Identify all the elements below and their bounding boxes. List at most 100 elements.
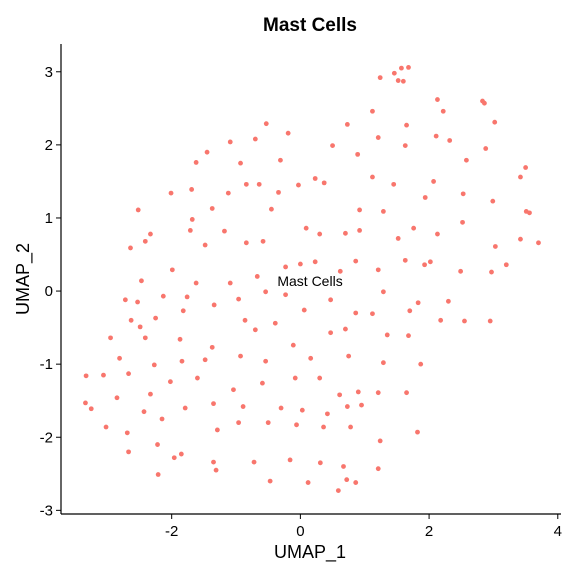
- point: [168, 190, 174, 196]
- point: [375, 390, 381, 396]
- point: [384, 332, 390, 338]
- point: [353, 310, 359, 316]
- point: [415, 300, 421, 306]
- point: [440, 108, 446, 114]
- point: [209, 206, 215, 211]
- point: [308, 355, 314, 361]
- point: [335, 488, 341, 494]
- point: [187, 227, 193, 233]
- point: [312, 259, 318, 265]
- point: [142, 238, 148, 244]
- point: [263, 121, 269, 127]
- point: [427, 259, 433, 265]
- point: [492, 119, 498, 125]
- point: [380, 289, 386, 295]
- point: [278, 157, 283, 163]
- point: [344, 477, 350, 483]
- point: [179, 358, 185, 364]
- point: [297, 261, 303, 267]
- point: [193, 160, 199, 165]
- point: [254, 274, 260, 279]
- y-tick-label: -3: [40, 502, 53, 519]
- point: [285, 130, 291, 136]
- point: [433, 133, 439, 139]
- point: [211, 459, 216, 465]
- point: [236, 296, 242, 302]
- point: [328, 330, 334, 336]
- point: [103, 424, 109, 430]
- point: [317, 375, 323, 381]
- point: [227, 139, 233, 145]
- point: [148, 391, 153, 397]
- point: [380, 360, 386, 366]
- point: [337, 392, 343, 398]
- point: [377, 75, 383, 81]
- point: [265, 420, 271, 426]
- point: [189, 217, 195, 222]
- point: [346, 353, 352, 359]
- point: [195, 375, 200, 381]
- point: [355, 151, 361, 157]
- point: [283, 264, 288, 270]
- point: [256, 181, 262, 187]
- y-axis-title: UMAP_2: [13, 243, 34, 315]
- point: [114, 395, 120, 401]
- point: [460, 191, 466, 197]
- point: [406, 64, 411, 70]
- point: [415, 429, 420, 435]
- point: [278, 405, 284, 411]
- point: [460, 219, 465, 225]
- point: [464, 157, 469, 163]
- point: [395, 78, 401, 83]
- point: [370, 174, 375, 180]
- chart-title: Mast Cells: [263, 15, 357, 36]
- y-tick-label: 3: [45, 64, 53, 81]
- point: [83, 373, 89, 379]
- point: [483, 146, 489, 151]
- point: [141, 409, 147, 415]
- x-tick-label: 2: [425, 523, 433, 540]
- point: [301, 307, 307, 313]
- y-tick-label: -2: [40, 429, 53, 446]
- point: [178, 451, 184, 457]
- point: [202, 242, 208, 248]
- point: [407, 308, 413, 314]
- point: [272, 320, 278, 326]
- point: [527, 210, 532, 216]
- point: [213, 467, 219, 473]
- point: [317, 231, 323, 237]
- point: [290, 342, 296, 348]
- point: [135, 207, 141, 213]
- point: [447, 138, 453, 143]
- point: [267, 478, 273, 484]
- point: [489, 269, 494, 275]
- point: [139, 278, 144, 284]
- annotation: Mast Cells: [277, 273, 342, 289]
- point: [330, 143, 335, 149]
- point: [260, 380, 265, 386]
- point: [184, 294, 190, 300]
- point: [225, 190, 231, 196]
- point: [492, 244, 498, 249]
- point: [202, 357, 208, 363]
- point: [391, 181, 397, 187]
- point: [458, 268, 464, 274]
- point: [503, 262, 509, 268]
- point: [101, 372, 106, 378]
- point: [148, 231, 153, 237]
- point: [344, 122, 350, 127]
- x-tick-label: 4: [554, 523, 562, 540]
- x-tick-label: -2: [165, 523, 178, 540]
- point: [169, 267, 175, 273]
- point: [400, 78, 406, 84]
- point: [142, 335, 148, 341]
- point: [518, 236, 523, 242]
- point: [122, 297, 128, 303]
- point: [523, 165, 529, 170]
- point: [126, 371, 131, 377]
- point: [305, 480, 311, 485]
- point: [402, 257, 408, 263]
- point: [377, 438, 383, 444]
